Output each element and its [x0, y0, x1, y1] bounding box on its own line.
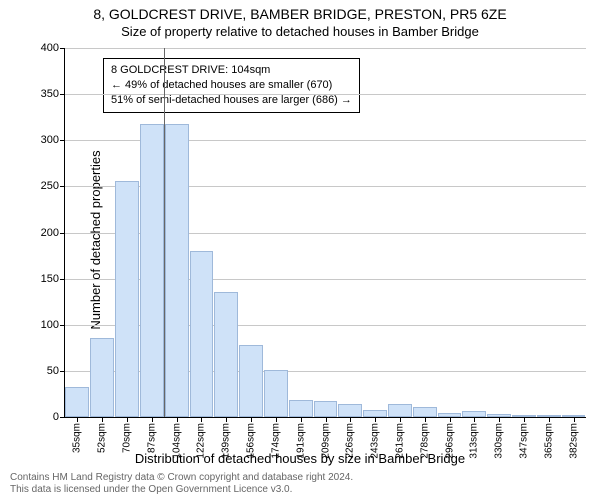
x-tick — [276, 417, 277, 422]
x-tick — [127, 417, 128, 422]
gridline — [65, 94, 586, 95]
histogram-bar — [338, 404, 362, 417]
footnote-line-1: Contains HM Land Registry data © Crown c… — [10, 472, 353, 483]
y-tick-label: 50 — [47, 365, 59, 377]
y-tick — [60, 371, 65, 372]
x-tick — [301, 417, 302, 422]
y-tick-label: 0 — [53, 411, 59, 423]
y-tick-label: 400 — [41, 42, 59, 54]
x-tick — [226, 417, 227, 422]
x-tick-label: 122sqm — [196, 423, 207, 459]
y-tick — [60, 417, 65, 418]
x-tick-label: 243sqm — [370, 423, 381, 459]
y-tick — [60, 186, 65, 187]
y-tick-label: 150 — [41, 273, 59, 285]
histogram-bar — [289, 400, 313, 417]
gridline — [65, 48, 586, 49]
x-tick — [350, 417, 351, 422]
histogram-bar — [314, 401, 338, 417]
x-tick — [177, 417, 178, 422]
histogram-bar — [239, 345, 263, 417]
x-tick — [574, 417, 575, 422]
histogram-bar — [363, 410, 387, 417]
x-tick-label: 139sqm — [221, 423, 232, 459]
y-tick — [60, 325, 65, 326]
y-tick-label: 350 — [41, 88, 59, 100]
y-tick-label: 100 — [41, 319, 59, 331]
histogram-bar — [140, 124, 164, 417]
x-tick-label: 156sqm — [246, 423, 257, 459]
x-tick-label: 313sqm — [469, 423, 480, 459]
x-tick — [102, 417, 103, 422]
x-tick-label: 52sqm — [97, 423, 108, 453]
x-tick — [251, 417, 252, 422]
x-tick — [549, 417, 550, 422]
chart-container: 8, GOLDCREST DRIVE, BAMBER BRIDGE, PREST… — [0, 0, 600, 500]
x-tick-label: 278sqm — [419, 423, 430, 459]
histogram-bar — [413, 407, 437, 417]
chart-title: 8, GOLDCREST DRIVE, BAMBER BRIDGE, PREST… — [0, 6, 600, 22]
footnote: Contains HM Land Registry data © Crown c… — [10, 472, 590, 496]
x-tick — [450, 417, 451, 422]
x-tick-label: 191sqm — [295, 423, 306, 459]
histogram-bar — [388, 404, 412, 417]
x-tick — [326, 417, 327, 422]
x-tick-label: 70sqm — [122, 423, 133, 453]
histogram-bar — [214, 292, 238, 417]
x-tick-label: 35sqm — [72, 423, 83, 453]
y-tick — [60, 233, 65, 234]
chart-subtitle: Size of property relative to detached ho… — [0, 24, 600, 39]
y-tick-label: 200 — [41, 227, 59, 239]
y-tick-label: 250 — [41, 180, 59, 192]
histogram-bar — [115, 181, 139, 417]
x-tick-label: 330sqm — [494, 423, 505, 459]
histogram-bar — [165, 124, 189, 417]
footnote-line-2: This data is licensed under the Open Gov… — [10, 484, 292, 495]
x-tick — [201, 417, 202, 422]
x-tick-label: 365sqm — [543, 423, 554, 459]
plot-area: 8 GOLDCREST DRIVE: 104sqm← 49% of detach… — [64, 48, 586, 418]
x-tick — [474, 417, 475, 422]
x-tick-label: 226sqm — [345, 423, 356, 459]
marker-line — [164, 48, 165, 417]
x-tick — [77, 417, 78, 422]
y-tick — [60, 94, 65, 95]
annotation-box: 8 GOLDCREST DRIVE: 104sqm← 49% of detach… — [103, 58, 360, 113]
x-tick-label: 209sqm — [320, 423, 331, 459]
x-tick — [400, 417, 401, 422]
histogram-bar — [264, 370, 288, 417]
histogram-bar — [90, 338, 114, 417]
x-tick — [425, 417, 426, 422]
x-tick-label: 174sqm — [270, 423, 281, 459]
x-tick — [152, 417, 153, 422]
y-tick — [60, 279, 65, 280]
y-tick — [60, 140, 65, 141]
histogram-bar — [65, 387, 89, 417]
y-tick-label: 300 — [41, 134, 59, 146]
x-tick-label: 382sqm — [568, 423, 579, 459]
x-tick — [375, 417, 376, 422]
y-tick — [60, 48, 65, 49]
x-tick-label: 296sqm — [444, 423, 455, 459]
x-tick-label: 261sqm — [394, 423, 405, 459]
x-tick-label: 87sqm — [146, 423, 157, 453]
x-tick — [499, 417, 500, 422]
histogram-bar — [190, 251, 214, 417]
x-tick — [524, 417, 525, 422]
x-tick-label: 104sqm — [171, 423, 182, 459]
x-tick-label: 347sqm — [518, 423, 529, 459]
